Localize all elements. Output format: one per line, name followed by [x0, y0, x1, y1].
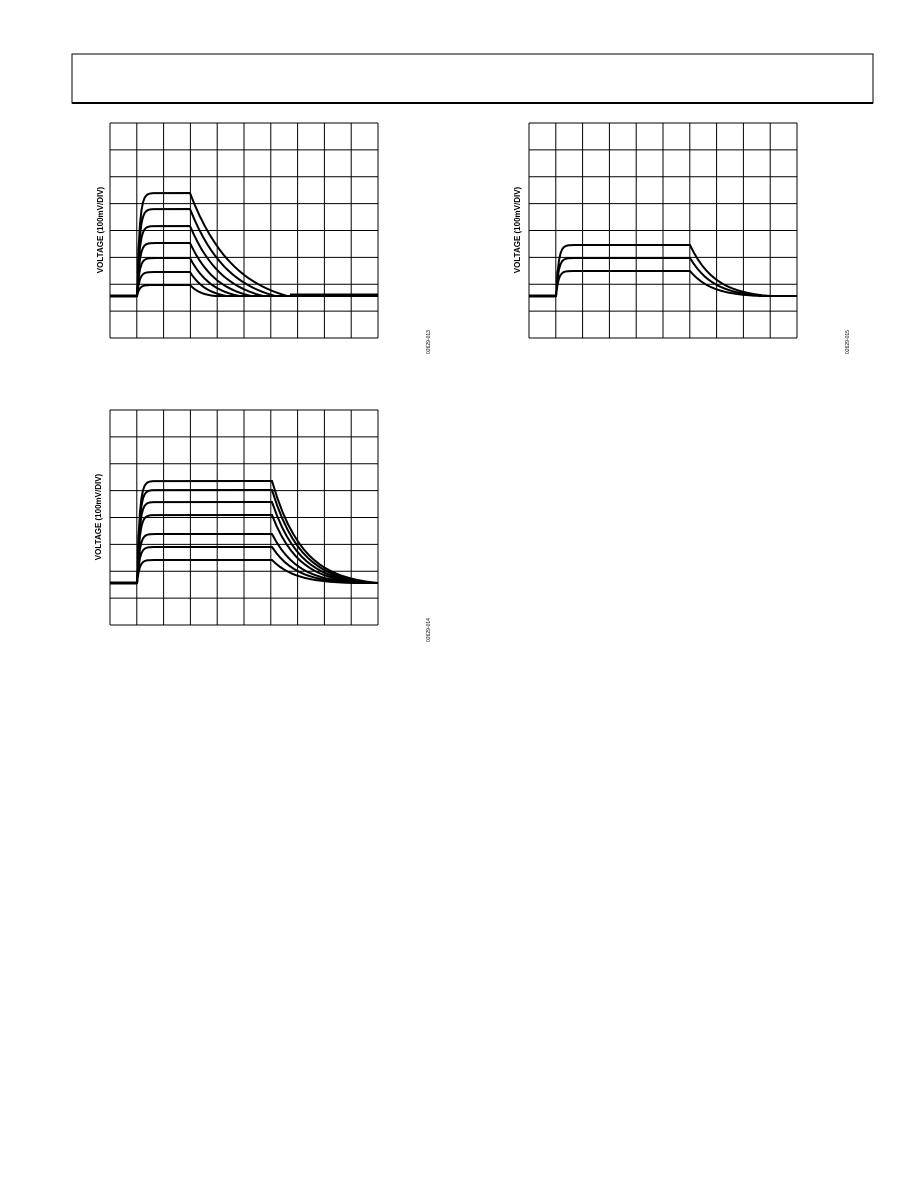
- waveform: [110, 488, 378, 584]
- waveform: [110, 513, 378, 584]
- waveform: [110, 207, 378, 297]
- waveform: [110, 257, 378, 297]
- figure-code: 02629-015: [845, 330, 851, 354]
- waveform: [110, 284, 378, 297]
- figure-code: 02629-013: [426, 330, 432, 354]
- header-box: [71, 53, 874, 104]
- waveform: [529, 270, 797, 297]
- waveform: [529, 244, 797, 297]
- waveform: [110, 271, 378, 297]
- waveform: [110, 191, 378, 297]
- waveform: [110, 224, 378, 297]
- waveform: [110, 500, 378, 584]
- y-axis-label: VOLTAGE (100mV/DIV): [513, 186, 522, 273]
- waveform: [110, 479, 379, 584]
- waveform: [110, 559, 378, 584]
- waveform: [110, 242, 378, 297]
- y-axis-label: VOLTAGE (100mV/DIV): [96, 186, 105, 273]
- figure-code: 02629-014: [426, 618, 432, 642]
- y-axis-label: VOLTAGE (100mV/DIV): [94, 473, 103, 560]
